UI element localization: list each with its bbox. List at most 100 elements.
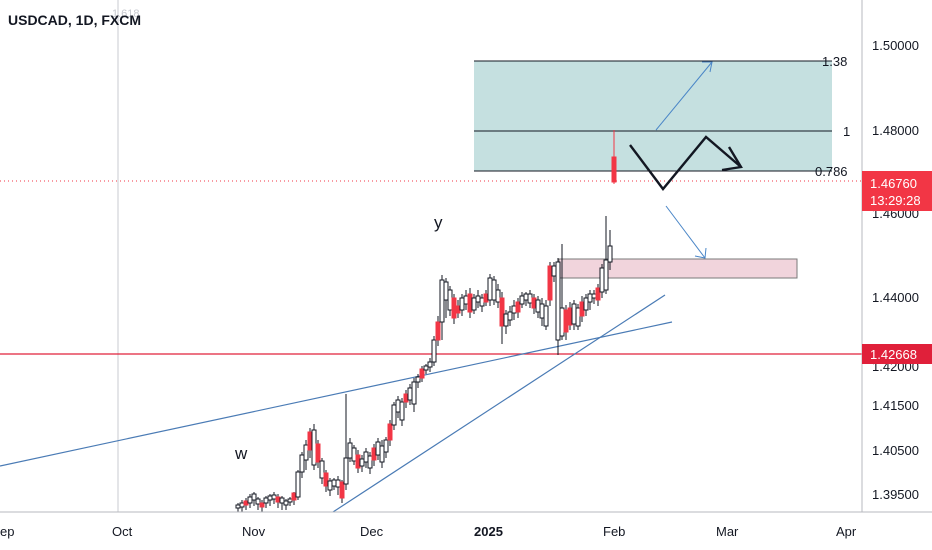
projection-arrow-down-head	[694, 247, 707, 259]
candle-body	[563, 309, 569, 333]
level-price-value: 1.42668	[870, 347, 917, 362]
candle-body	[327, 480, 333, 491]
candle-body	[483, 293, 489, 303]
candle-body	[599, 267, 605, 293]
candle-body	[379, 445, 385, 463]
candle-body	[611, 156, 617, 183]
y-tick-4: 1.44000	[872, 290, 919, 305]
projection-arrow-up	[655, 61, 713, 131]
candle-body	[587, 293, 593, 303]
candle-body	[299, 454, 305, 473]
candle-body	[363, 451, 369, 463]
x-tick-2025: 2025	[474, 524, 503, 539]
candle-body	[347, 442, 353, 459]
candle-body	[491, 279, 497, 301]
candle-body	[475, 295, 481, 303]
candle-body	[427, 361, 433, 368]
zigzag-arrow-head	[721, 146, 743, 172]
candle-body	[367, 455, 373, 469]
candle-body	[267, 495, 273, 501]
candle-body	[391, 404, 397, 426]
candle-body	[407, 387, 413, 401]
y-tick-2: 1.48000	[872, 123, 919, 138]
candle-body	[287, 498, 293, 503]
candle-body	[471, 297, 477, 311]
candle-body	[251, 493, 257, 501]
candle-body	[547, 265, 553, 301]
candle-body	[399, 401, 405, 421]
candle-body	[535, 299, 541, 313]
candle-body	[295, 471, 301, 498]
zigzag-path	[629, 135, 742, 191]
candle-body	[307, 431, 313, 451]
candle-body	[447, 289, 453, 311]
candle-body	[319, 460, 325, 479]
candle-body	[435, 321, 441, 341]
candle-body	[291, 492, 297, 501]
candle-body	[415, 376, 421, 383]
wave-label-y: y	[434, 213, 443, 232]
candles	[235, 130, 617, 512]
candle-body	[243, 500, 249, 506]
candle-body	[523, 293, 529, 301]
candle-body	[255, 498, 261, 505]
candle-body	[463, 295, 469, 305]
candle-body	[359, 458, 365, 467]
candle-body	[607, 245, 613, 263]
x-tick-feb: Feb	[603, 524, 625, 539]
candle-body	[383, 439, 389, 453]
candle-body	[551, 265, 557, 277]
candle-body	[519, 295, 525, 305]
candle-body	[527, 293, 533, 304]
candle-body	[351, 447, 357, 462]
candle-body	[591, 293, 597, 299]
candle-body	[487, 277, 493, 301]
x-tick-dec: Dec	[360, 524, 384, 539]
candle-body	[247, 496, 253, 504]
candle-body	[455, 305, 461, 314]
candle-body	[283, 500, 289, 506]
candle-body	[419, 368, 425, 379]
fib-label-1: 1	[843, 124, 850, 139]
candle-body	[355, 454, 361, 469]
y-tick-8: 1.39500	[872, 487, 919, 502]
candle-body	[559, 307, 565, 337]
candle-body	[303, 444, 309, 461]
candle-body	[387, 423, 393, 441]
candle-body	[511, 305, 517, 314]
trendline-upper	[0, 321, 673, 467]
y-tick-1: 1.50000	[872, 38, 919, 53]
candle-body	[315, 443, 321, 463]
candle-body	[343, 457, 349, 485]
candle-body	[467, 293, 473, 313]
last-price-tag	[862, 171, 932, 211]
candle-body	[603, 259, 609, 291]
candle-body	[443, 281, 449, 301]
y-tick-6: 1.41500	[872, 398, 919, 413]
candle-body	[439, 279, 445, 323]
candle-body	[371, 447, 377, 461]
candle-body	[411, 381, 417, 405]
x-tick-oct: Oct	[112, 524, 133, 539]
projection-arrow-up-head	[702, 61, 713, 73]
time-axis-area[interactable]	[0, 512, 932, 550]
wave-label-w: w	[234, 444, 248, 463]
candle-body	[595, 287, 601, 301]
candle-body	[323, 472, 329, 487]
candle-body	[311, 429, 317, 466]
fib-zone	[474, 61, 832, 171]
price-axis-area[interactable]	[862, 0, 932, 512]
projection-arrow-down	[665, 205, 706, 259]
chart-title: USDCAD, 1D, FXCM	[8, 12, 141, 28]
candle-body	[515, 301, 521, 313]
candle-body	[531, 297, 537, 309]
candle-body	[431, 339, 437, 363]
candle-body	[451, 297, 457, 319]
y-tick-7: 1.40500	[872, 443, 919, 458]
candle-body	[555, 261, 561, 341]
candle-body	[259, 502, 265, 508]
candle-body	[279, 497, 285, 504]
candle-body	[503, 313, 509, 327]
